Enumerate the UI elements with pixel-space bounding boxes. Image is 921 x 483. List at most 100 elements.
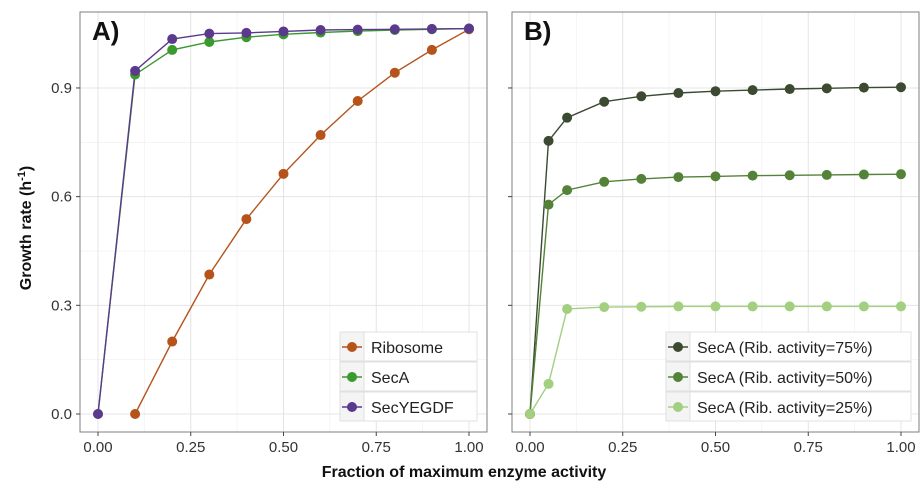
data-point-secyegdf	[389, 24, 400, 35]
data-point-secyegdf	[352, 24, 363, 35]
legend-label-box	[689, 391, 912, 422]
data-point-seca-rib-activity-75	[710, 86, 721, 97]
legend-label: Ribosome	[371, 340, 443, 357]
data-point-seca-rib-activity-50	[784, 170, 795, 181]
x-tick-label: 0.75	[794, 439, 823, 456]
x-axis-title: Fraction of maximum enzyme activity	[322, 464, 607, 481]
data-point-seca-rib-activity-25	[525, 409, 535, 419]
data-point-seca-rib-activity-25	[710, 301, 721, 312]
x-tick-label: 0.25	[608, 439, 637, 456]
data-point-secyegdf	[241, 27, 252, 38]
data-point-ribosome	[130, 409, 141, 419]
data-point-seca-rib-activity-75	[543, 135, 554, 146]
data-point-secyegdf	[167, 34, 178, 45]
data-point-seca-rib-activity-25	[747, 301, 758, 312]
data-point-secyegdf	[93, 409, 103, 419]
x-tick-label: 0.75	[362, 439, 391, 456]
data-point-ribosome	[278, 168, 289, 179]
data-point-secyegdf	[426, 23, 437, 34]
legend-b: SecA (Rib. activity=75%) SecA (Rib. activ…	[665, 331, 912, 422]
legend-key-point	[347, 372, 357, 382]
y-axis-title-close: )	[18, 166, 35, 171]
data-point-seca-rib-activity-50	[636, 173, 647, 184]
data-point-seca-rib-activity-75	[599, 96, 610, 107]
x-tick-label: 0.50	[701, 439, 730, 456]
data-point-seca-rib-activity-50	[562, 185, 573, 196]
data-point-seca-rib-activity-75	[896, 82, 906, 93]
data-point-ribosome	[204, 269, 215, 280]
legend-key-point	[347, 402, 357, 412]
legend-label-box	[363, 391, 478, 422]
legend-key-point	[673, 372, 683, 382]
series-line-ribosome	[134, 28, 470, 415]
legend-label: SecYEGDF	[371, 400, 454, 417]
x-tick-label: 1.00	[454, 439, 483, 456]
data-point-secyegdf	[315, 25, 326, 35]
data-point-seca-rib-activity-75	[673, 88, 684, 99]
data-point-ribosome	[315, 130, 326, 141]
legend-label: SecA (Rib. activity=75%)	[697, 340, 873, 357]
data-point-seca-rib-activity-50	[896, 169, 906, 180]
data-point-seca-rib-activity-25	[636, 301, 647, 312]
x-tick-label: 0.00	[83, 439, 112, 456]
panel-b: 0.00 0.25 0.50 0.75 1.00 B) SecA (Rib. activit…	[508, 11, 920, 456]
y-axis-title-main: Growth rate (h	[18, 181, 35, 290]
data-point-seca-rib-activity-25	[784, 301, 795, 312]
x-tick-label: 0.00	[515, 439, 544, 456]
data-point-seca-rib-activity-75	[784, 84, 795, 95]
y-tick-label: 0.0	[51, 406, 72, 423]
legend-key-point	[347, 342, 357, 352]
data-point-seca-rib-activity-25	[821, 301, 832, 312]
data-point-seca-rib-activity-25	[543, 378, 554, 389]
data-point-seca-rib-activity-25	[896, 301, 906, 312]
legend-a: Ribosome SecA SecYEGDF	[339, 331, 478, 422]
panel-a-label: A)	[92, 16, 119, 46]
y-tick-label: 0.3	[51, 297, 72, 314]
data-point-ribosome	[389, 67, 400, 78]
panel-a: 0.00 0.25 0.50 0.75 1.00 0.0 0.3 0.6 0.9 A) Riboso…	[51, 11, 488, 456]
legend-label: SecA (Rib. activity=25%)	[697, 400, 873, 417]
data-point-ribosome	[167, 336, 178, 347]
y-tick-label: 0.6	[51, 189, 72, 206]
data-point-seca	[204, 36, 215, 47]
data-point-ribosome	[241, 214, 252, 225]
data-point-seca-rib-activity-25	[599, 302, 610, 313]
legend-key-point	[673, 342, 683, 352]
data-point-seca-rib-activity-50	[599, 176, 610, 187]
legend-label-box	[689, 331, 912, 362]
legend-key-point	[673, 402, 683, 412]
legend-label-box	[363, 331, 478, 362]
x-tick-label: 0.25	[176, 439, 205, 456]
data-point-secyegdf	[130, 65, 141, 76]
y-axis-title: Growth rate (h-1)	[16, 166, 35, 290]
data-point-seca-rib-activity-50	[673, 172, 684, 183]
data-point-secyegdf	[464, 23, 474, 34]
data-point-secyegdf	[204, 28, 215, 39]
data-point-seca-rib-activity-75	[636, 91, 647, 102]
data-point-seca-rib-activity-25	[673, 301, 684, 312]
data-point-seca-rib-activity-75	[562, 112, 573, 123]
data-point-seca-rib-activity-25	[858, 301, 869, 312]
data-point-seca-rib-activity-75	[858, 82, 869, 93]
data-point-seca-rib-activity-50	[747, 170, 758, 181]
data-point-seca-rib-activity-50	[543, 199, 554, 210]
y-axis-title-sup: -1	[16, 171, 28, 181]
data-point-secyegdf	[278, 26, 289, 37]
x-tick-label: 1.00	[886, 439, 915, 456]
data-point-seca-rib-activity-25	[562, 303, 573, 314]
data-point-ribosome	[352, 96, 363, 107]
data-point-seca-rib-activity-75	[747, 85, 758, 96]
legend-label-box	[363, 361, 478, 392]
x-tick-label: 0.50	[269, 439, 298, 456]
legend-label: SecA (Rib. activity=50%)	[697, 370, 873, 387]
data-point-seca	[167, 44, 178, 55]
y-tick-label: 0.9	[51, 80, 72, 97]
data-point-seca-rib-activity-50	[821, 169, 832, 180]
legend-label: SecA	[371, 370, 410, 387]
data-point-seca-rib-activity-75	[821, 83, 832, 94]
data-point-ribosome	[426, 44, 437, 55]
series-line-seca-rib-activity-25	[529, 305, 901, 415]
data-point-seca-rib-activity-50	[710, 171, 721, 182]
panel-b-label: B)	[524, 16, 551, 46]
